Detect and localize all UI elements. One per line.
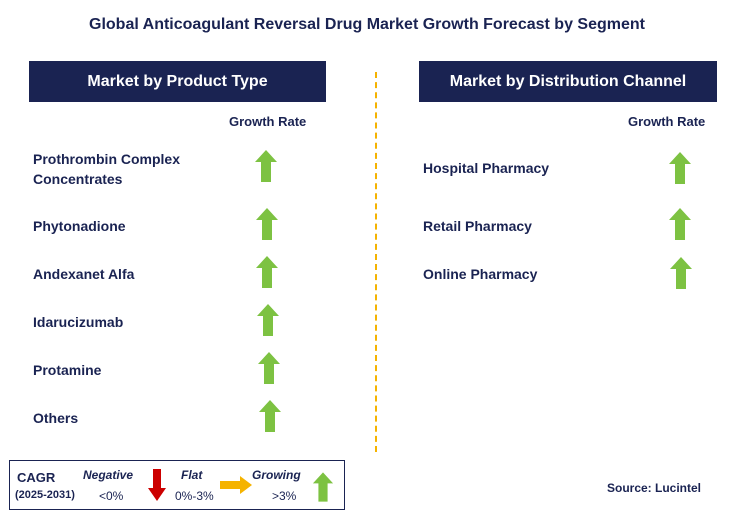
legend-growing-range: >3% [272, 489, 297, 503]
legend-flat-range: 0%-3% [175, 489, 214, 503]
distribution-channel-header: Market by Distribution Channel [419, 61, 717, 102]
row-label-retail-pharmacy: Retail Pharmacy [423, 218, 532, 234]
up-arrow-icon [312, 472, 334, 502]
right-arrow-icon [220, 476, 252, 494]
up-arrow-icon [259, 400, 281, 432]
row-label-prothrombin: Prothrombin Complex Concentrates [33, 151, 181, 187]
legend-negative-label: Negative [83, 468, 134, 482]
row-label-others: Others [33, 410, 79, 426]
distribution-growth-rate-label: Growth Rate [628, 114, 706, 129]
up-arrow-icon [257, 304, 279, 336]
row-label-hospital-pharmacy: Hospital Pharmacy [423, 160, 550, 176]
legend-cagr-label: CAGR [17, 470, 56, 485]
product-growth-rate-label: Growth Rate [229, 114, 307, 129]
row-label-idarucizumab: Idarucizumab [33, 314, 124, 330]
page-title: Global Anticoagulant Reversal Drug Marke… [89, 16, 645, 33]
row-label-online-pharmacy: Online Pharmacy [423, 266, 538, 282]
up-arrow-icon [255, 150, 277, 182]
product-type-header: Market by Product Type [29, 61, 326, 102]
up-arrow-icon [256, 256, 278, 288]
legend-flat-label: Flat [181, 468, 203, 482]
cagr-legend: CAGR (2025-2031) Negative <0% Flat 0%-3%… [9, 460, 345, 510]
row-label-andexanet: Andexanet Alfa [33, 266, 135, 282]
source-label: Source: Lucintel [607, 481, 702, 495]
down-arrow-icon [148, 469, 166, 501]
up-arrow-icon [258, 352, 280, 384]
panel-divider [375, 72, 377, 452]
legend-growing-label: Growing [252, 468, 301, 482]
legend-period: (2025-2031) [15, 489, 75, 501]
legend-negative-range: <0% [99, 489, 124, 503]
row-label-phytonadione: Phytonadione [33, 218, 126, 234]
up-arrow-icon [256, 208, 278, 240]
up-arrow-icon [669, 208, 691, 240]
up-arrow-icon [670, 257, 692, 289]
up-arrow-icon [669, 152, 691, 184]
row-label-protamine: Protamine [33, 362, 102, 378]
